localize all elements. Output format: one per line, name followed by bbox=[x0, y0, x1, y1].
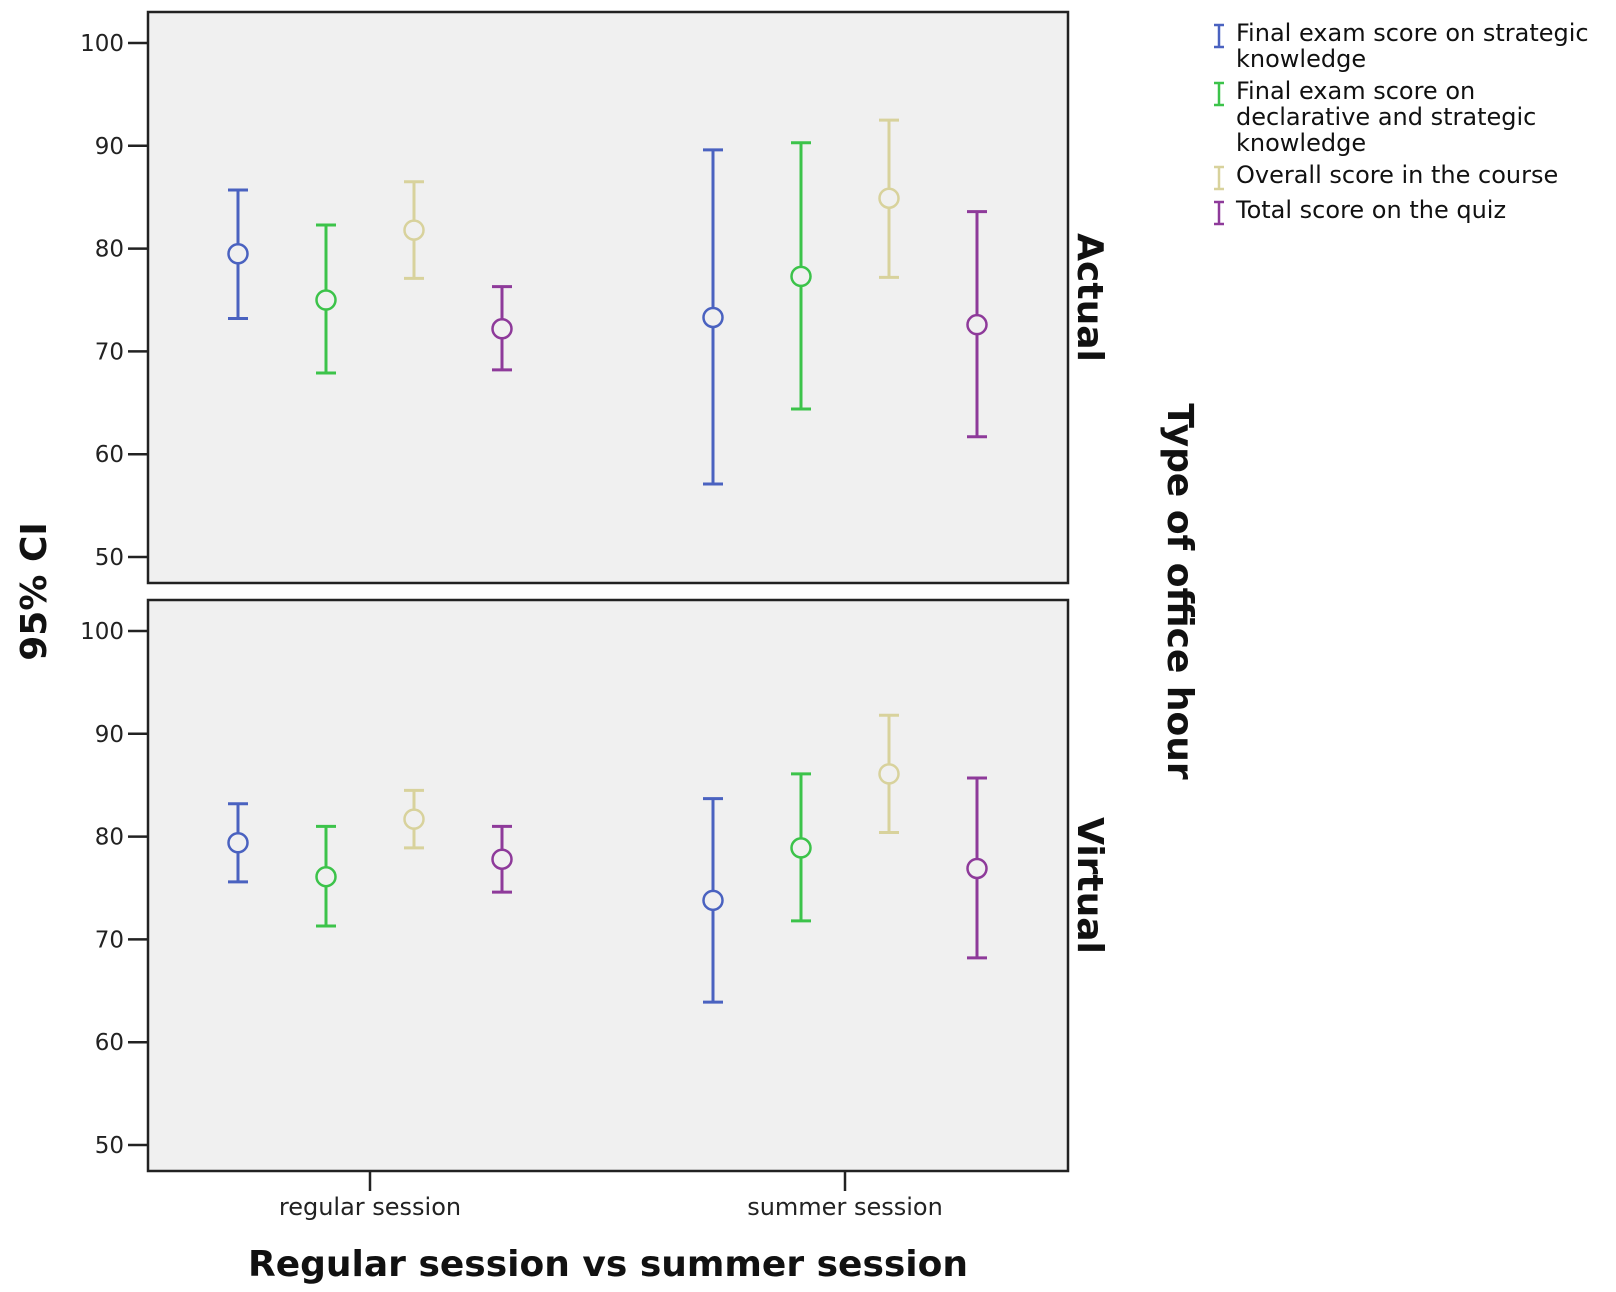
panel-virtual-ytick-label-70: 70 bbox=[95, 927, 124, 953]
panel-actual-final-exam-score-on-strategic-knowledge-summer-session-mean-point bbox=[702, 306, 724, 329]
legend-swatch-icon bbox=[1214, 165, 1224, 191]
facet-axis-title: Type of office hour bbox=[1159, 403, 1200, 780]
legend-item: Overall score in the course bbox=[1212, 162, 1612, 191]
legend-item: Total score on the quiz bbox=[1212, 197, 1612, 226]
panel-virtual-ytick-label-60: 60 bbox=[95, 1030, 124, 1056]
legend-label: Total score on the quiz bbox=[1236, 196, 1507, 224]
panel-actual-facet-label: Actual bbox=[1069, 233, 1110, 362]
panel-actual-ytick-label-90: 90 bbox=[95, 134, 124, 160]
legend-swatch-icon bbox=[1214, 200, 1224, 226]
legend-item: Final exam score on declarative and stra… bbox=[1212, 78, 1612, 156]
legend-item: Final exam score on strategic knowledge bbox=[1212, 20, 1612, 72]
legend-swatch-icon bbox=[1214, 23, 1224, 49]
panel-virtual-overall-score-in-the-course-regular-session-mean-point bbox=[403, 808, 425, 830]
panel-actual-ytick-label-100: 100 bbox=[80, 31, 124, 57]
panel-actual-plot-area bbox=[146, 10, 1070, 585]
panel-actual-final-exam-score-on-strategic-knowledge-regular-session-mean-point bbox=[227, 242, 249, 265]
panel-actual-total-score-on-the-quiz-summer-session-mean-point bbox=[966, 313, 988, 336]
panel-virtual-final-exam-score-on-declarative-and-strategic-knowledge-summer-session-mean-point bbox=[790, 837, 812, 859]
panel-virtual-total-score-on-the-quiz-summer-session-mean-point bbox=[966, 857, 988, 880]
panel-virtual-total-score-on-the-quiz-regular-session-mean-point bbox=[491, 848, 513, 870]
panel-virtual-ytick-label-50: 50 bbox=[95, 1133, 124, 1159]
panel-virtual-final-exam-score-on-strategic-knowledge-summer-session-mean-point bbox=[702, 889, 724, 912]
panel-actual-ytick-label-70: 70 bbox=[95, 339, 124, 365]
panel-virtual-final-exam-score-on-declarative-and-strategic-knowledge-regular-session-mean-point bbox=[315, 865, 337, 888]
legend-label: Final exam score on declarative and stra… bbox=[1236, 77, 1537, 157]
legend-swatch-icon bbox=[1214, 81, 1224, 107]
panel-actual-overall-score-in-the-course-regular-session-mean-point bbox=[403, 219, 425, 241]
panel-actual-ytick-label-60: 60 bbox=[95, 442, 124, 468]
panel-actual-final-exam-score-on-declarative-and-strategic-knowledge-regular-session-mean-point bbox=[315, 289, 337, 311]
panel-virtual-final-exam-score-on-strategic-knowledge-regular-session-mean-point bbox=[227, 832, 249, 854]
legend-label: Final exam score on strategic knowledge bbox=[1236, 19, 1589, 73]
y-axis-title: 95% CI bbox=[14, 522, 55, 661]
panel-virtual-facet-label: Virtual bbox=[1069, 817, 1110, 954]
panel-virtual-overall-score-in-the-course-summer-session-mean-point bbox=[878, 763, 900, 785]
panel-actual-overall-score-in-the-course-summer-session-mean-point bbox=[878, 187, 900, 209]
panel-actual-ytick-label-80: 80 bbox=[95, 237, 124, 263]
panel-virtual-ytick-label-80: 80 bbox=[95, 825, 124, 851]
panel-virtual-ytick-label-100: 100 bbox=[80, 619, 124, 645]
xtick-label-regular-session: regular session bbox=[279, 1193, 461, 1221]
panel-actual-final-exam-score-on-declarative-and-strategic-knowledge-summer-session-mean-point bbox=[790, 265, 812, 288]
legend: Final exam score on strategic knowledge F… bbox=[1212, 20, 1612, 232]
legend-label: Overall score in the course bbox=[1236, 161, 1559, 189]
xtick-label-summer-session: summer session bbox=[747, 1193, 943, 1221]
x-axis-title: Regular session vs summer session bbox=[248, 1244, 968, 1285]
panel-virtual-ytick-label-90: 90 bbox=[95, 722, 124, 748]
panel-actual-ytick-label-50: 50 bbox=[95, 545, 124, 571]
panel-actual-total-score-on-the-quiz-regular-session-mean-point bbox=[491, 318, 513, 340]
panel-virtual-plot-area bbox=[146, 598, 1070, 1173]
